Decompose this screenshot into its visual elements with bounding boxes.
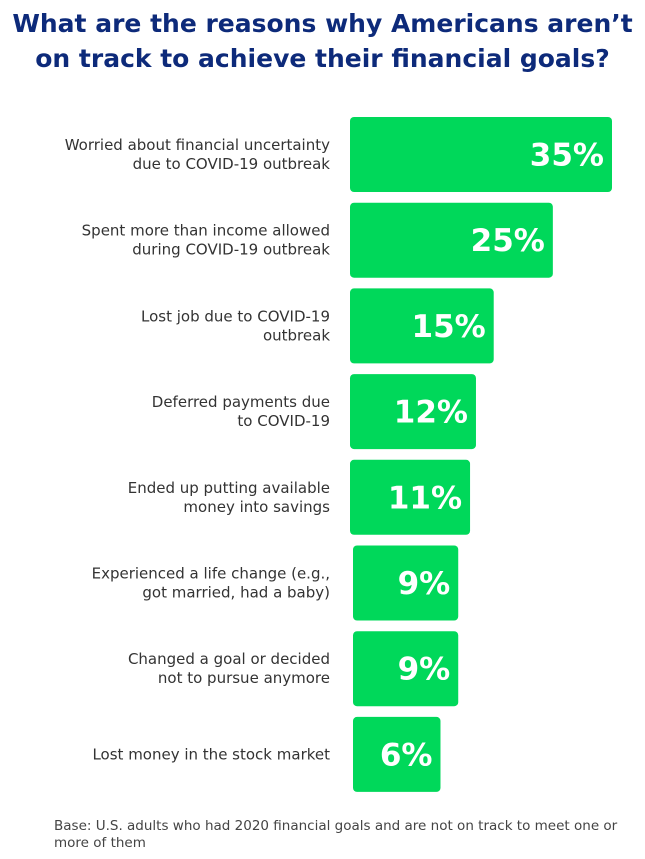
chart-title: What are the reasons why Americans aren’…	[0, 6, 645, 76]
bar-6	[353, 545, 459, 621]
value-label-5: 11%	[388, 480, 462, 516]
chart-title-line-2: on track to achieve their financial goal…	[35, 44, 610, 73]
bar-5	[350, 459, 471, 535]
bar-4	[350, 374, 476, 450]
bar-7	[353, 631, 459, 707]
bar-3	[350, 288, 494, 364]
value-label-8: 6%	[380, 737, 433, 773]
category-label-6: Experienced a life change (e.g., got marr…	[92, 565, 330, 602]
category-label-3: Lost job due to COVID-19 outbreak	[141, 307, 330, 344]
category-label-1: Worried about financial uncertainty due t…	[65, 136, 331, 173]
category-label-2: Spent more than income allowed during COV…	[82, 222, 331, 259]
category-label-5: Ended up putting available money into sav…	[128, 479, 330, 516]
value-label-3: 15%	[412, 309, 486, 345]
value-label-2: 25%	[471, 223, 545, 259]
chart-title-line-1: What are the reasons why Americans aren’…	[12, 9, 633, 38]
bar-2	[350, 202, 553, 278]
value-label-4: 12%	[394, 395, 468, 431]
category-label-7: Changed a goal or decided not to pursue a…	[128, 650, 330, 687]
chart-footnote: Base: U.S. adults who had 2020 financial…	[54, 818, 618, 851]
value-label-1: 35%	[530, 138, 604, 174]
category-label-8: Lost money in the stock market	[92, 745, 330, 763]
category-label-4: Deferred payments due to COVID-19	[152, 393, 330, 430]
value-label-7: 9%	[398, 652, 451, 688]
bar-8	[353, 716, 441, 792]
bar-1	[350, 117, 612, 192]
value-label-6: 9%	[398, 566, 451, 602]
